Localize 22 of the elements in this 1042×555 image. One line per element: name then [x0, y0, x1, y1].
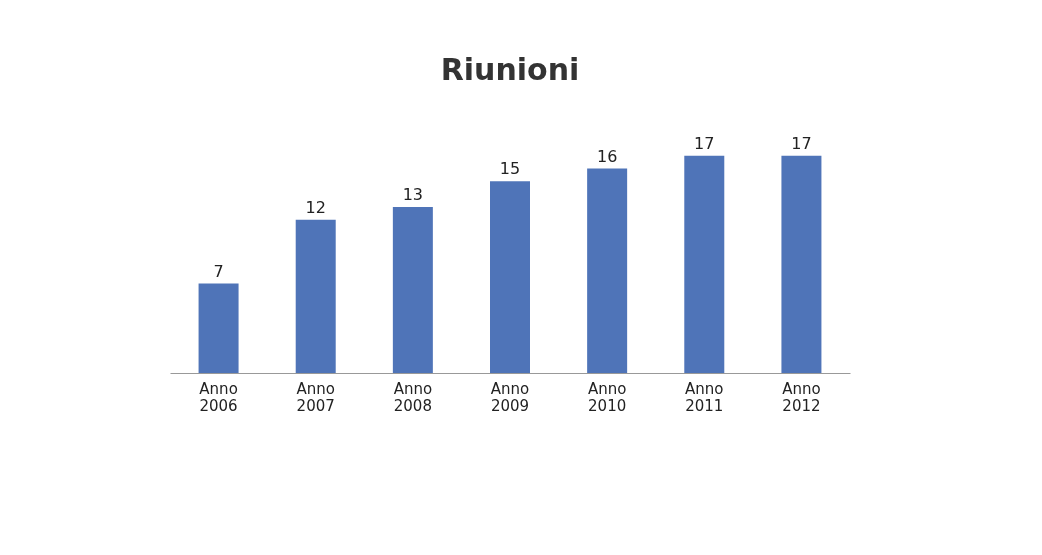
x-tick-label: Anno 2009	[490, 379, 530, 415]
bar	[198, 283, 239, 373]
data-label: 15	[499, 159, 521, 179]
x-tick-label: Anno 2012	[782, 379, 821, 415]
bar	[490, 181, 530, 373]
x-tick-label: Anno 2008	[393, 379, 433, 415]
x-tick-label: Anno 2011	[685, 379, 724, 415]
bar	[684, 155, 725, 373]
bar	[781, 155, 822, 373]
bar	[295, 219, 336, 373]
data-label: 17	[694, 133, 715, 153]
chart-title: Riunioni	[440, 51, 580, 87]
data-label: 16	[596, 146, 618, 166]
x-tick-label: Anno 2007	[296, 379, 335, 415]
x-tick-label: Anno 2010	[587, 379, 627, 415]
bar	[392, 206, 433, 373]
x-tick-label: Anno 2006	[199, 379, 238, 415]
bar	[587, 168, 628, 373]
data-label: 17	[791, 133, 812, 153]
data-label: 13	[402, 184, 424, 204]
data-label: 12	[305, 197, 326, 217]
data-label: 7	[213, 261, 224, 281]
